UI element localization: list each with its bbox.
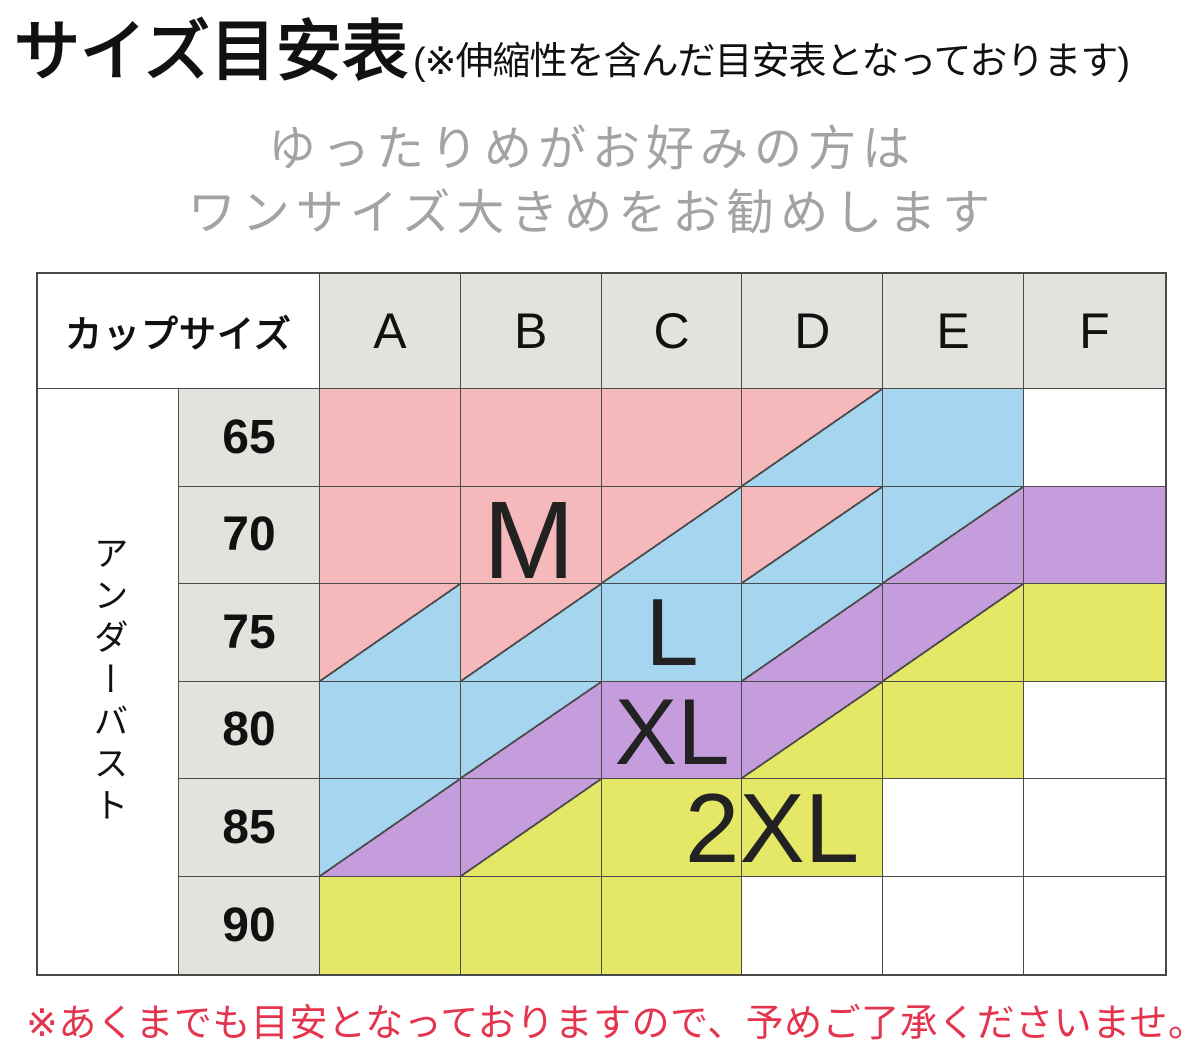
cell-A80 [320, 681, 461, 779]
size-label-M: M [483, 479, 575, 602]
size-label-XL: XL [614, 679, 730, 784]
col-header-D: D [742, 274, 884, 389]
cell-A85 [320, 779, 461, 877]
cell-F80 [1023, 681, 1165, 779]
cell-D80 [742, 681, 884, 779]
row-header-75: 75 [179, 584, 320, 682]
row-header-65: 65 [179, 389, 320, 487]
cell-A70 [320, 486, 461, 584]
cell-A90 [320, 876, 461, 974]
cell-C90 [601, 876, 743, 974]
cell-F65 [1023, 389, 1165, 487]
cell-C80 [601, 681, 743, 779]
row-header-70: 70 [179, 486, 320, 584]
cell-E80 [883, 681, 1024, 779]
subtitle-line-1: ゆったりめがお好みの方は [267, 123, 916, 176]
row-header-85: 85 [179, 779, 320, 877]
page-title-row: サイズ目安表 (※伸縮性を含んだ目安表となっております) [14, 12, 1130, 91]
cell-D70 [742, 486, 884, 584]
cell-F70 [1023, 486, 1165, 584]
cell-A75 [320, 584, 461, 682]
size-label-L: L [645, 579, 699, 686]
size-chart-table: カップサイズ A B C D E F アンダーバスト 65 70 75 80 85 90 M L XL 2XL [36, 272, 1167, 976]
cell-E85 [883, 779, 1024, 877]
row-axis-label-underbust: アンダーバスト [38, 389, 179, 974]
page-title: サイズ目安表 [14, 14, 409, 88]
cell-B65 [460, 389, 602, 487]
cell-A65 [320, 389, 461, 487]
cell-D85 [742, 779, 884, 877]
cell-E75 [883, 584, 1024, 682]
col-header-A: A [320, 274, 461, 389]
cell-B90 [460, 876, 602, 974]
col-header-C: C [601, 274, 743, 389]
cell-E70 [883, 486, 1024, 584]
cell-C70 [601, 486, 743, 584]
col-header-B: B [460, 274, 602, 389]
col-header-E: E [883, 274, 1024, 389]
page-title-note: (※伸縮性を含んだ目安表となっております) [413, 41, 1130, 84]
cell-B70 [460, 486, 602, 584]
size-label-2XL: 2XL [684, 773, 860, 883]
row-header-80: 80 [179, 681, 320, 779]
cell-B75 [460, 584, 602, 682]
col-header-F: F [1023, 274, 1165, 389]
row-axis-label-text: アンダーバスト [88, 534, 128, 829]
corner-header-cup-size: カップサイズ [38, 274, 320, 389]
cell-C85 [601, 779, 743, 877]
cell-F85 [1023, 779, 1165, 877]
subtitle: ゆったりめがお好みの方は ワンサイズ大きめをお勧めします [0, 118, 1184, 246]
cell-D65 [742, 389, 884, 487]
cell-B80 [460, 681, 602, 779]
cell-B85 [460, 779, 602, 877]
cell-E65 [883, 389, 1024, 487]
row-header-90: 90 [179, 876, 320, 974]
footer-note: ※あくまでも目安となっておりますので、予めご了承くださいませ。 [26, 1003, 1200, 1045]
cell-E90 [883, 876, 1024, 974]
subtitle-line-2: ワンサイズ大きめをお勧めします [187, 187, 997, 240]
cell-F75 [1023, 584, 1165, 682]
cell-C65 [601, 389, 743, 487]
cell-F90 [1023, 876, 1165, 974]
cell-D75 [742, 584, 884, 682]
cell-C75 [601, 584, 743, 682]
cell-D90 [742, 876, 884, 974]
